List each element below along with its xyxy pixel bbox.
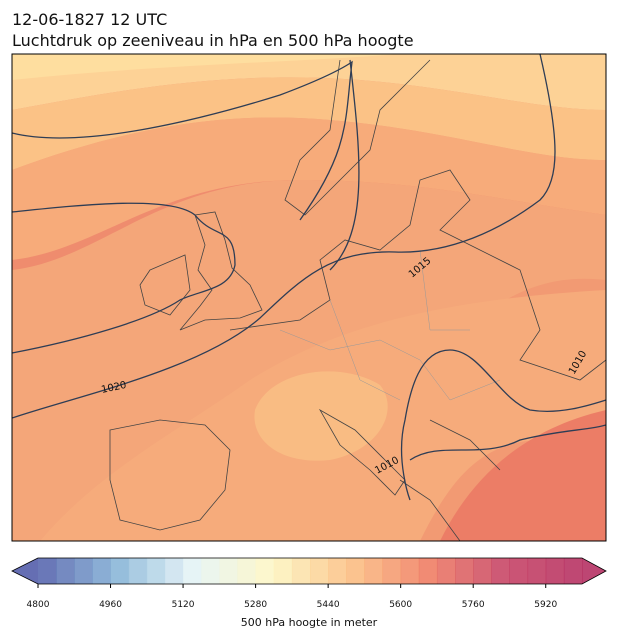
border [279, 249, 501, 401]
title: 12-06-1827 12 UTC [12, 10, 167, 29]
colorbar-segment [527, 558, 547, 584]
colorbar-extend [12, 558, 38, 584]
coastline [109, 419, 231, 531]
colorbar-segment [328, 558, 347, 584]
map: 1020 1015 1010 1010 [12, 54, 606, 541]
colorbar-segment [418, 558, 438, 584]
isobar [401, 349, 606, 501]
colorbar-segment [74, 558, 93, 584]
colorbar-segment [146, 558, 166, 584]
colorbar-tick-label: 4800 [27, 600, 50, 610]
colorbar-tick-label: 5120 [172, 600, 195, 610]
isobar-label: 1020 [100, 380, 127, 396]
band [12, 54, 606, 110]
colorbar-tick-label: 5280 [244, 600, 267, 610]
colorbar-segment [56, 558, 75, 584]
colorbar-segment [473, 558, 492, 584]
colorbar-segment [38, 558, 57, 584]
coastline [399, 419, 501, 541]
colorbar-tick-label: 5760 [462, 600, 485, 610]
band [12, 77, 606, 170]
colorbar-segment [164, 558, 184, 584]
colorbar-segment [310, 558, 329, 584]
colorbar-segment [545, 558, 565, 584]
band [254, 371, 388, 461]
coastline [284, 59, 431, 216]
isobar [12, 202, 236, 354]
colorbar-segment [110, 558, 130, 584]
band [12, 54, 400, 80]
colorbar-segment [183, 558, 202, 584]
colorbar-segment [346, 558, 365, 584]
colorbar-segment [237, 558, 257, 584]
colorbar-segment [509, 558, 529, 584]
subtitle: Luchtdruk op zeeniveau in hPa en 500 hPa… [12, 31, 414, 50]
colorbar-tick-label: 5440 [317, 600, 340, 610]
map-frame [11, 53, 607, 542]
colorbar-tick-label: 5600 [389, 600, 412, 610]
colorbar-segment [128, 558, 148, 584]
colorbar: 4800 4960 5120 5280 5440 5600 5760 5920 [11, 557, 607, 610]
colorbar-segment [255, 558, 275, 584]
colorbar-segment [455, 558, 474, 584]
isobar [329, 59, 360, 271]
colorbar-tick-label: 5920 [534, 600, 557, 610]
isobar [409, 424, 606, 461]
colorbar-segment [436, 558, 456, 584]
colorbar-segment [491, 558, 510, 584]
isobar [12, 60, 353, 221]
colorbar-segment [273, 558, 293, 584]
colorbar-tick-label: 4960 [99, 600, 122, 610]
coastline [139, 254, 191, 316]
colorbar-segment [219, 558, 238, 584]
coastline [229, 169, 606, 381]
colorbar-outline [11, 557, 607, 585]
coastline [179, 211, 263, 331]
isobar [12, 54, 556, 419]
colorbar-segment [201, 558, 220, 584]
band [12, 117, 606, 260]
colorbar-segment [364, 558, 384, 584]
colorbar-segment [291, 558, 311, 584]
colorbar-extend [582, 558, 606, 584]
band [440, 410, 606, 541]
colorbar-segment [400, 558, 420, 584]
colorbar-segment [563, 558, 583, 584]
colorbar-label: 500 hPa hoogte in meter [241, 616, 378, 629]
colorbar-segment [382, 558, 402, 584]
colorbar-segment [92, 558, 112, 584]
coastline [318, 408, 406, 496]
